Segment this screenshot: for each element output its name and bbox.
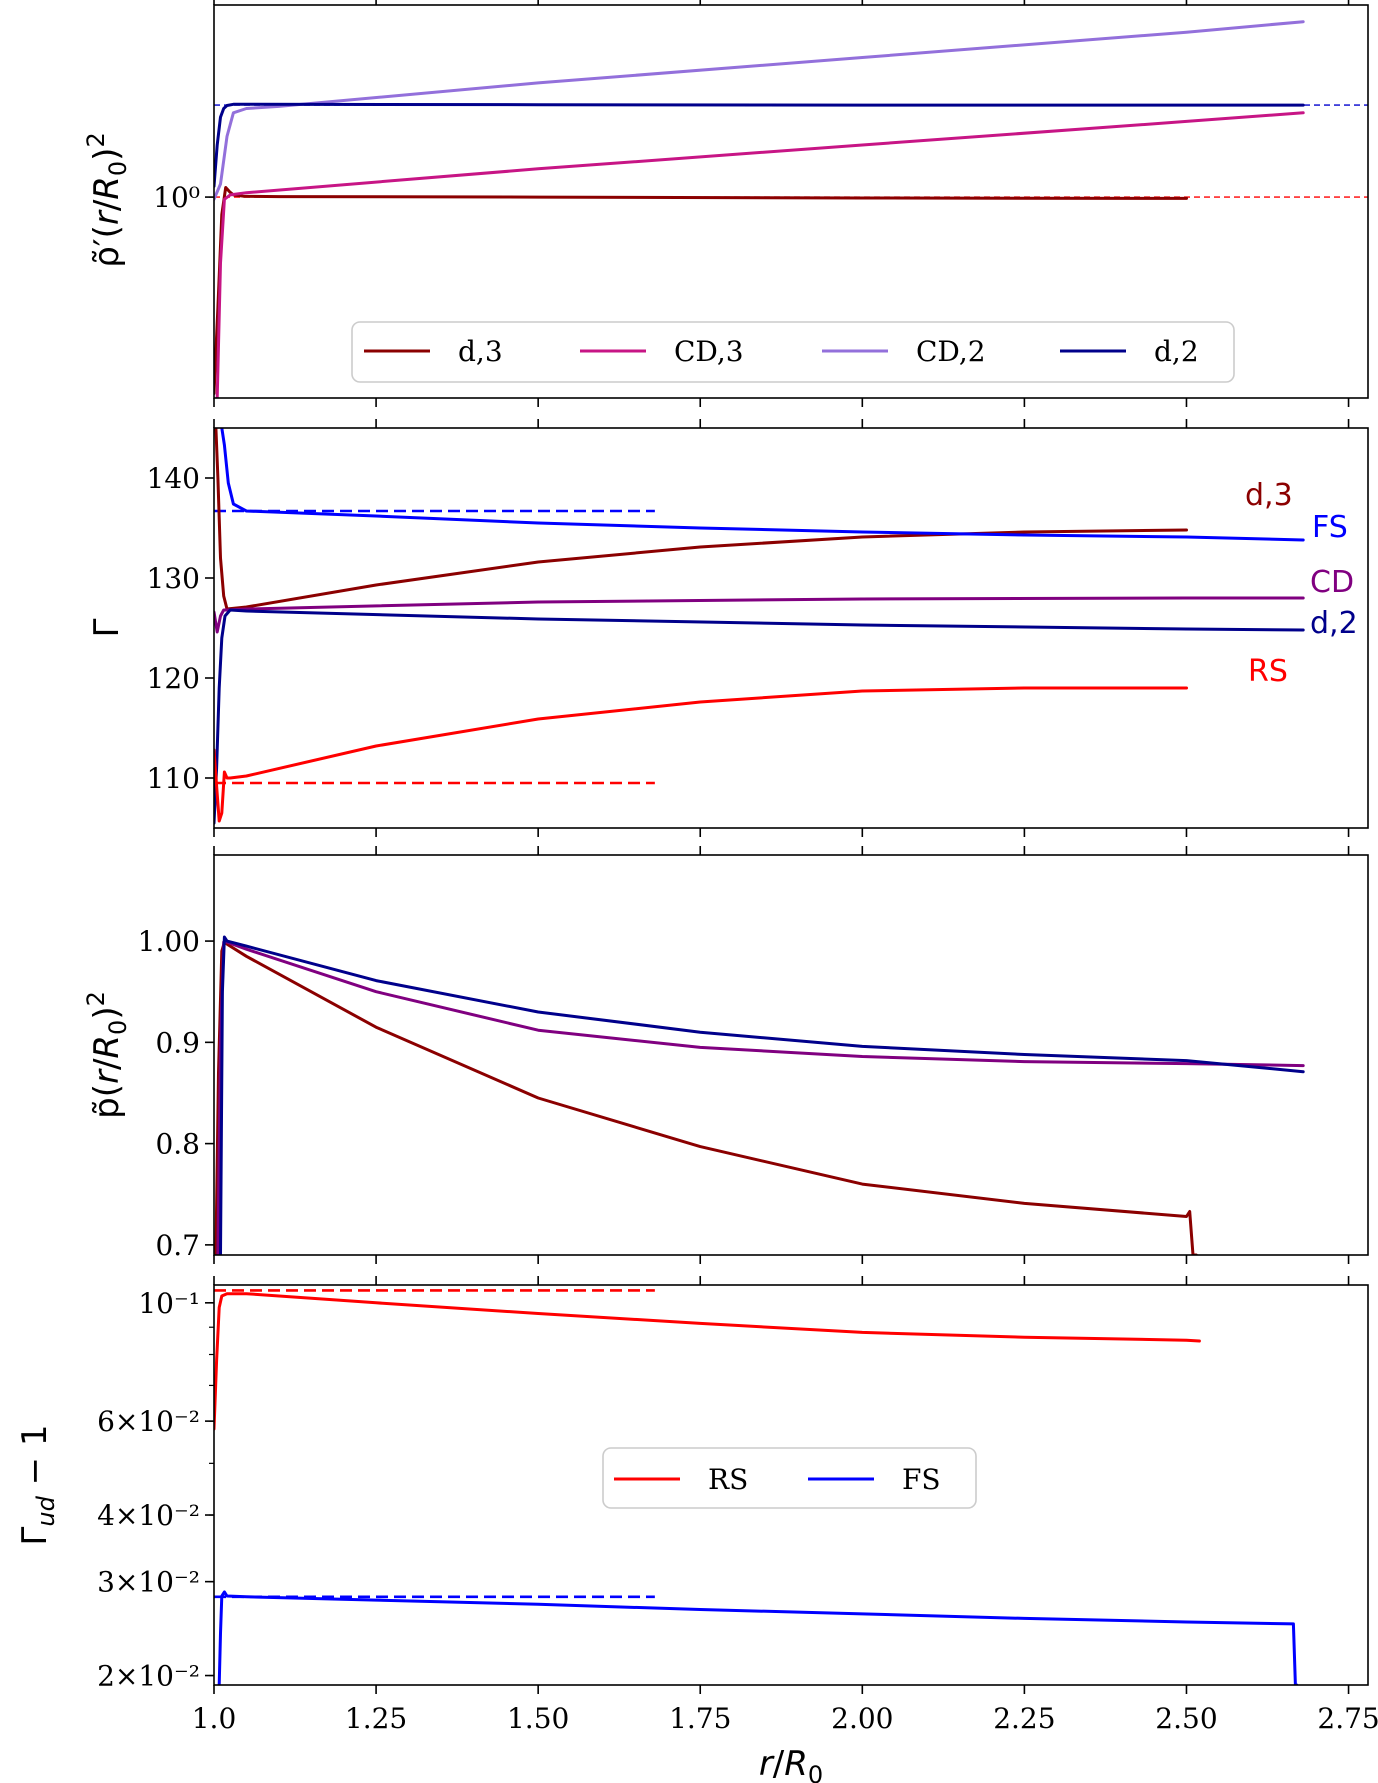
legend-label-cd3: CD,3 <box>674 335 744 368</box>
panel-gamma-frame <box>213 427 1369 829</box>
annotation-d2: d,2 <box>1310 606 1358 641</box>
panel-rho-series-d-2 <box>214 102 1305 188</box>
panel-gamma-series-d-2 <box>214 608 1305 825</box>
panel-pressure-ytick-label-0-9: 0.9 <box>155 1026 200 1059</box>
panel-gamma-ud-ytick-label-2-10: 2×10⁻² <box>97 1660 200 1693</box>
panel-pressure-series-d-3 <box>214 940 1198 1255</box>
annotation-d3: d,3 <box>1245 478 1293 513</box>
xtick-label-1-0: 1.0 <box>192 1702 237 1735</box>
legend-label-cd2: CD,2 <box>916 335 986 368</box>
xtick-label-2-25: 2.25 <box>993 1702 1055 1735</box>
panel-pressure: p̃(r/R0)2 0.7 0.8 0.9 1.00 <box>82 846 1369 1264</box>
panel-pressure-frame <box>213 854 1369 1256</box>
panel-rho: ρ̃′(r/R0)2 10⁰ d,3 CD,3 CD,2 d,2 <box>82 0 1369 407</box>
panel-gamma-ytick-label-130: 130 <box>147 562 200 595</box>
legend-gamma-ud: RS FS <box>602 1447 977 1509</box>
panel-gamma-ud: Γud − 1 1.0 1.25 1.50 1.75 2.00 2.25 2.50 2.75 2… <box>15 1276 1378 1783</box>
legend-label-rs: RS <box>708 1463 748 1496</box>
panel-gamma: Γ 110 120 130 140 d,3 FS CD d,2 RS <box>87 419 1369 837</box>
xlabel: r/R0 <box>759 1744 823 1783</box>
annotation-rs: RS <box>1248 654 1288 689</box>
legend-label-fs: FS <box>902 1463 941 1496</box>
legend-label-d2: d,2 <box>1154 335 1199 368</box>
panel-gamma-ud-ytick-label-3-10: 3×10⁻² <box>97 1566 200 1599</box>
annotation-cd: CD <box>1310 565 1354 600</box>
xtick-label-2-75: 2.75 <box>1317 1702 1378 1735</box>
legend-label-d3: d,3 <box>458 335 503 368</box>
panel-gamma-ud-series-fs <box>217 1590 1299 1685</box>
panel-gamma-ud-ytick-label-4-10: 4×10⁻² <box>97 1499 200 1532</box>
panel-rho-frame <box>213 4 1369 399</box>
ylabel-pressure: p̃(r/R0)2 <box>82 991 132 1119</box>
ylabel-gamma: Γ <box>87 618 127 637</box>
panel-pressure-ytick-label-1-00: 1.00 <box>138 925 200 958</box>
panel-gamma-ud-series-rs <box>214 1292 1201 1431</box>
xtick-label-2-00: 2.00 <box>831 1702 893 1735</box>
panel-gamma-series-fs <box>220 428 1305 542</box>
panel-gamma-ytick-label-110: 110 <box>147 762 200 795</box>
panel-rho-ytick-label-10: 10⁰ <box>153 181 200 214</box>
panel-pressure-series-d-2 <box>219 935 1305 1255</box>
panel-gamma-ud-frame <box>213 1284 1369 1686</box>
xtick-label-1-50: 1.50 <box>507 1702 569 1735</box>
ylabel-rho: ρ̃′(r/R0)2 <box>82 132 132 267</box>
annotation-fs: FS <box>1312 510 1348 545</box>
panel-rho-series-cd-3 <box>215 111 1305 398</box>
panel-pressure-series-cd <box>216 940 1305 1255</box>
panel-gamma-ytick-label-140: 140 <box>147 462 200 495</box>
panel-gamma-ud-ytick-label-6-10: 6×10⁻² <box>97 1405 200 1438</box>
panel-pressure-ytick-label-0-7: 0.7 <box>155 1229 200 1262</box>
legend-rho: d,3 CD,3 CD,2 d,2 <box>351 321 1235 383</box>
panel-gamma-ytick-label-120: 120 <box>147 662 200 695</box>
panel-gamma-ud-ytick-label-10: 10⁻¹ <box>138 1287 200 1320</box>
panel-gamma-series-rs <box>214 686 1188 823</box>
xtick-label-2-50: 2.50 <box>1155 1702 1217 1735</box>
panel-rho-series-cd-2 <box>214 20 1305 201</box>
panel-pressure-ytick-label-0-8: 0.8 <box>155 1128 200 1161</box>
panel-gamma-series-d-3 <box>214 428 1188 611</box>
ylabel-gamma-ud: Γud − 1 <box>15 1424 60 1545</box>
xtick-label-1-25: 1.25 <box>345 1702 407 1735</box>
xtick-label-1-75: 1.75 <box>669 1702 731 1735</box>
